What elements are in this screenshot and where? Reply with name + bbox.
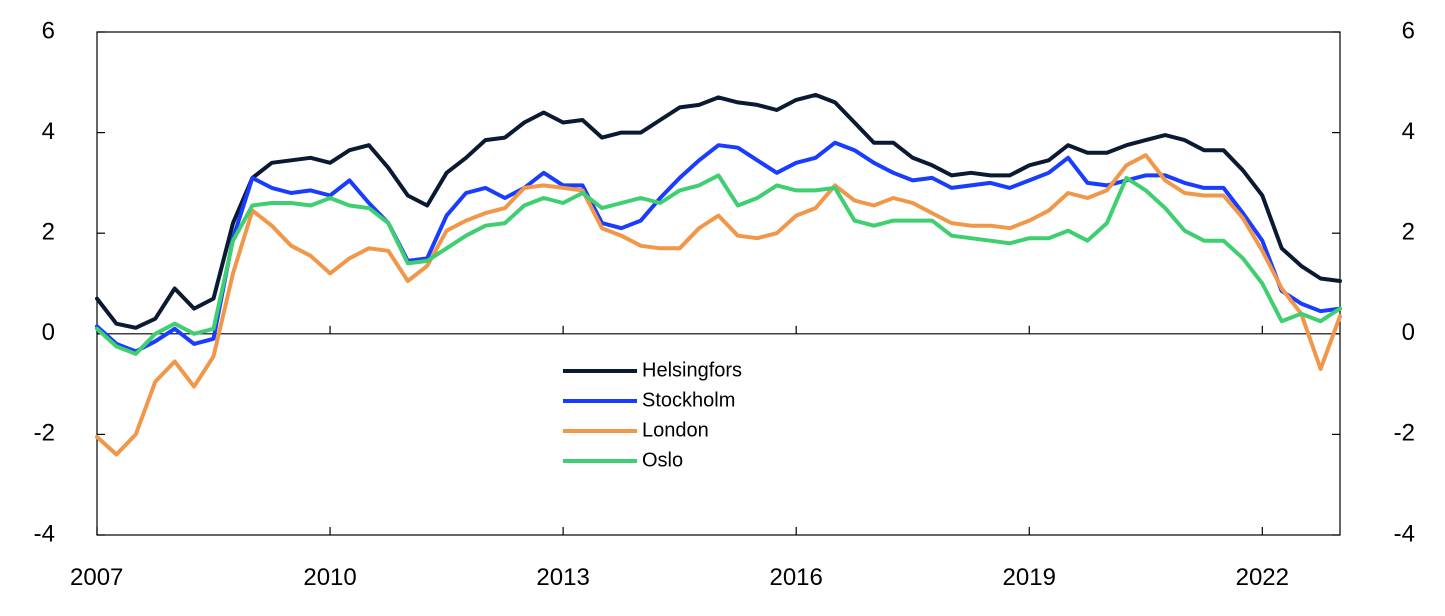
axes-layer: 6 6 4 4 2 2 0 0 -2 -2 -4 -4 2007 2010 2013 2016 2019 2022 (34, 17, 1415, 591)
y-tick-label-right: 6 (1402, 17, 1415, 44)
legend-label-stockholm: Stockholm (642, 389, 735, 411)
y-tick-label-right: -4 (1394, 520, 1415, 547)
y-tick-label-right: -2 (1394, 420, 1415, 447)
series-line-helsingfors (95, 92, 1342, 330)
x-tick-label: 2007 (70, 564, 123, 591)
legend-label-oslo: Oslo (642, 449, 683, 471)
legend-label-london: London (642, 419, 709, 441)
y-tick-label-left: 4 (42, 118, 55, 145)
y-tick-label-left: 6 (42, 17, 55, 44)
series-line-stockholm (95, 140, 1342, 354)
y-tick-label-right: 2 (1402, 219, 1415, 246)
y-tick-label-left: -4 (34, 520, 55, 547)
x-tick-label: 2010 (303, 564, 356, 591)
series-line-london (95, 153, 1342, 457)
y-tick-label-left: 2 (42, 219, 55, 246)
y-tick-label-left: 0 (42, 319, 55, 346)
x-tick-label: 2013 (536, 564, 589, 591)
plot-frame (96, 31, 1341, 536)
x-tick-label: 2016 (769, 564, 822, 591)
series-layer (95, 92, 1342, 457)
series-line-oslo (95, 173, 1342, 356)
x-tick-label: 2022 (1236, 564, 1289, 591)
y-tick-label-right: 0 (1402, 319, 1415, 346)
legend: Helsingfors Stockholm London Oslo (563, 359, 742, 471)
y-tick-label-left: -2 (34, 420, 55, 447)
legend-label-helsingfors: Helsingfors (642, 359, 742, 381)
x-tick-label: 2019 (1003, 564, 1056, 591)
y-tick-label-right: 4 (1402, 118, 1415, 145)
